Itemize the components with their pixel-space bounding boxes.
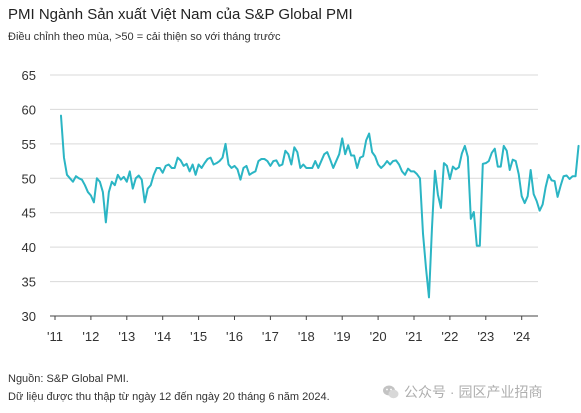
x-tick-label: '20 [370, 329, 387, 344]
watermark-text: 公众号 · 园区产业招商 [404, 384, 543, 400]
y-tick-label: 55 [22, 137, 36, 152]
x-tick-label: '11 [47, 329, 63, 344]
x-tick-label: '19 [334, 329, 351, 344]
x-tick-label: '24 [513, 329, 530, 344]
source-note: Nguồn: S&P Global PMI. [8, 373, 129, 385]
pmi-series-line [59, 114, 580, 299]
y-tick-label: 35 [22, 275, 36, 290]
x-tick-label: '18 [298, 329, 315, 344]
x-tick-label: '22 [441, 329, 458, 344]
x-tick-label: '15 [190, 329, 207, 344]
chart-title: PMI Ngành Sản xuất Việt Nam của S&P Glob… [8, 6, 353, 23]
x-tick-label: '17 [262, 329, 279, 344]
x-tick-label: '16 [226, 329, 243, 344]
series-points [61, 116, 579, 298]
chart-subtitle: Điều chỉnh theo mùa, >50 = cải thiện so … [8, 31, 281, 43]
y-tick-label: 50 [22, 171, 36, 186]
y-tick-label: 30 [22, 309, 36, 324]
watermark: 公众号 · 园区产业招商 [382, 382, 542, 402]
x-tick-label: '13 [118, 329, 135, 344]
y-tick-label: 60 [22, 102, 36, 117]
x-tick-label: '12 [82, 329, 99, 344]
y-tick-label: 65 [22, 68, 36, 83]
x-tick-label: '14 [154, 329, 171, 344]
x-tick-label: '21 [406, 329, 423, 344]
x-tick-label: '23 [477, 329, 494, 344]
y-tick-label: 45 [22, 206, 36, 221]
data-collection-note: Dữ liệu được thu thập từ ngày 12 đến ngà… [8, 391, 330, 403]
wechat-icon [382, 383, 400, 401]
y-tick-label: 40 [22, 240, 36, 255]
